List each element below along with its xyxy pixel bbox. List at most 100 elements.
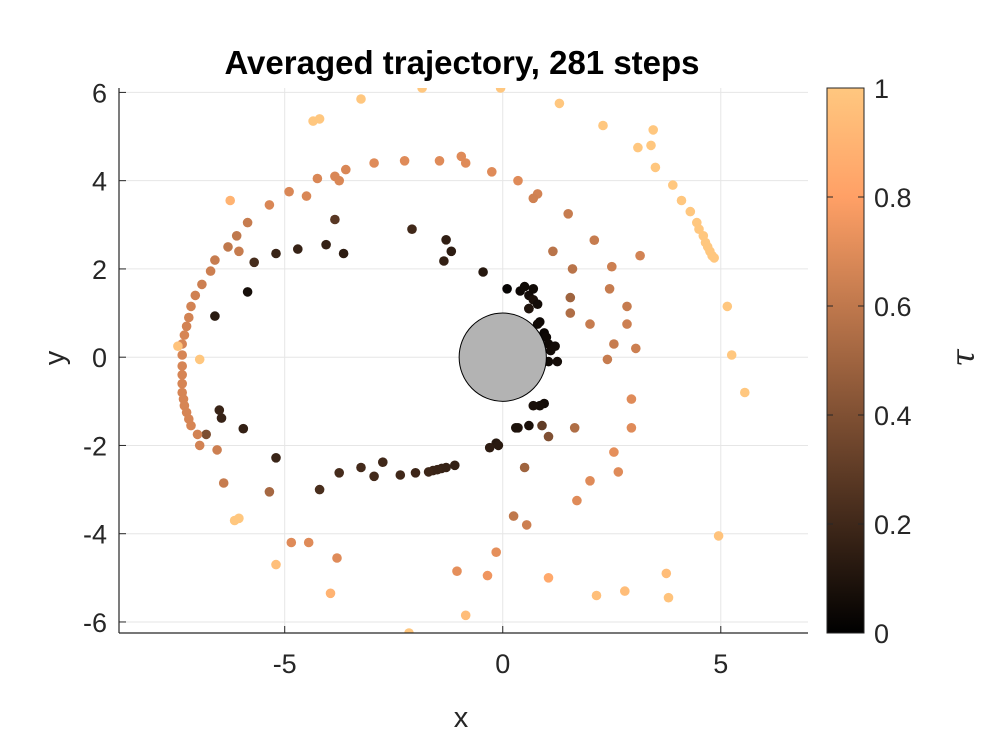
data-point <box>511 423 521 433</box>
data-point <box>519 281 530 292</box>
colorbar-label: τ <box>944 348 982 367</box>
data-point <box>609 447 619 457</box>
data-point <box>410 468 421 478</box>
data-point <box>491 547 502 557</box>
axes-layer: -5 0 5 -6 -4 -2 0 2 4 6 <box>83 78 808 679</box>
data-point <box>321 239 331 250</box>
data-point <box>210 311 220 321</box>
data-point <box>190 290 201 301</box>
y-tick-label: 0 <box>92 343 107 373</box>
data-point <box>338 248 349 259</box>
y-tick-label: -2 <box>83 431 107 461</box>
data-point <box>633 142 643 153</box>
data-point <box>264 200 275 210</box>
data-point <box>663 592 674 603</box>
data-point <box>303 537 314 548</box>
data-point <box>572 495 582 506</box>
data-point <box>407 224 417 234</box>
data-point <box>622 301 632 312</box>
y-tick-label: -4 <box>83 520 107 550</box>
data-point <box>740 387 750 398</box>
colorbar-tick-label: 0.8 <box>874 183 912 213</box>
data-point <box>210 255 220 265</box>
data-point <box>528 400 539 411</box>
obstacle-layer <box>458 312 547 402</box>
data-point <box>567 264 578 274</box>
data-point <box>554 98 565 109</box>
data-point <box>626 423 637 433</box>
data-point <box>598 120 608 131</box>
data-point <box>585 319 595 329</box>
data-point <box>325 588 336 599</box>
data-point <box>528 284 539 294</box>
data-point <box>521 520 532 530</box>
data-point <box>607 261 617 272</box>
data-point <box>722 301 733 312</box>
data-point <box>286 537 297 548</box>
data-point <box>548 246 558 257</box>
data-point <box>484 442 495 453</box>
data-point <box>589 235 600 245</box>
data-point <box>181 321 192 332</box>
data-point <box>478 267 488 277</box>
data-point <box>314 484 325 495</box>
data-point <box>650 162 661 173</box>
data-point <box>452 566 462 576</box>
data-point <box>626 394 637 404</box>
data-point <box>218 478 229 488</box>
data-point <box>537 420 547 431</box>
x-tick-label: 0 <box>495 649 510 679</box>
data-point <box>552 356 563 367</box>
y-tick-label: 2 <box>92 255 107 285</box>
data-point <box>502 284 512 294</box>
data-point <box>519 462 530 473</box>
data-point <box>314 114 325 124</box>
y-tick-label: -6 <box>83 608 107 638</box>
data-point <box>668 180 678 190</box>
data-point <box>713 531 724 541</box>
data-point <box>532 299 543 310</box>
data-point <box>565 308 576 318</box>
data-point <box>726 350 737 360</box>
data-point <box>591 590 602 601</box>
data-point <box>635 250 645 261</box>
data-point <box>648 125 658 135</box>
data-point <box>439 256 449 266</box>
data-point <box>631 343 641 354</box>
data-point <box>585 476 595 486</box>
data-point <box>528 193 539 204</box>
data-point <box>330 214 340 225</box>
colorbar-tick-label: 0 <box>874 619 889 649</box>
data-point <box>238 423 249 434</box>
data-point <box>177 350 187 360</box>
data-point <box>543 431 554 442</box>
data-point <box>423 467 434 477</box>
data-point <box>508 511 519 521</box>
data-point <box>378 457 388 468</box>
data-point <box>312 173 323 184</box>
data-point <box>609 339 619 349</box>
data-point <box>334 175 345 186</box>
data-point <box>646 140 656 151</box>
data-point <box>460 610 471 621</box>
data-point <box>264 487 275 497</box>
obstacle-circle <box>458 312 547 402</box>
data-point <box>661 568 672 579</box>
data-point <box>450 460 460 471</box>
data-point <box>184 312 194 323</box>
data-point <box>565 292 576 303</box>
data-point <box>249 257 259 268</box>
data-point <box>495 88 506 93</box>
data-point <box>563 209 573 219</box>
data-point <box>417 88 427 93</box>
data-point <box>602 354 613 365</box>
data-point <box>356 462 366 473</box>
y-tick-label: 6 <box>92 78 107 108</box>
data-point <box>293 244 303 254</box>
colorbar-tick-label: 0.4 <box>874 401 912 431</box>
colorbar-tick-label: 0.2 <box>874 510 912 540</box>
colorbar-tick-label: 0.6 <box>874 292 912 322</box>
data-point <box>604 284 615 294</box>
data-point <box>197 279 207 290</box>
